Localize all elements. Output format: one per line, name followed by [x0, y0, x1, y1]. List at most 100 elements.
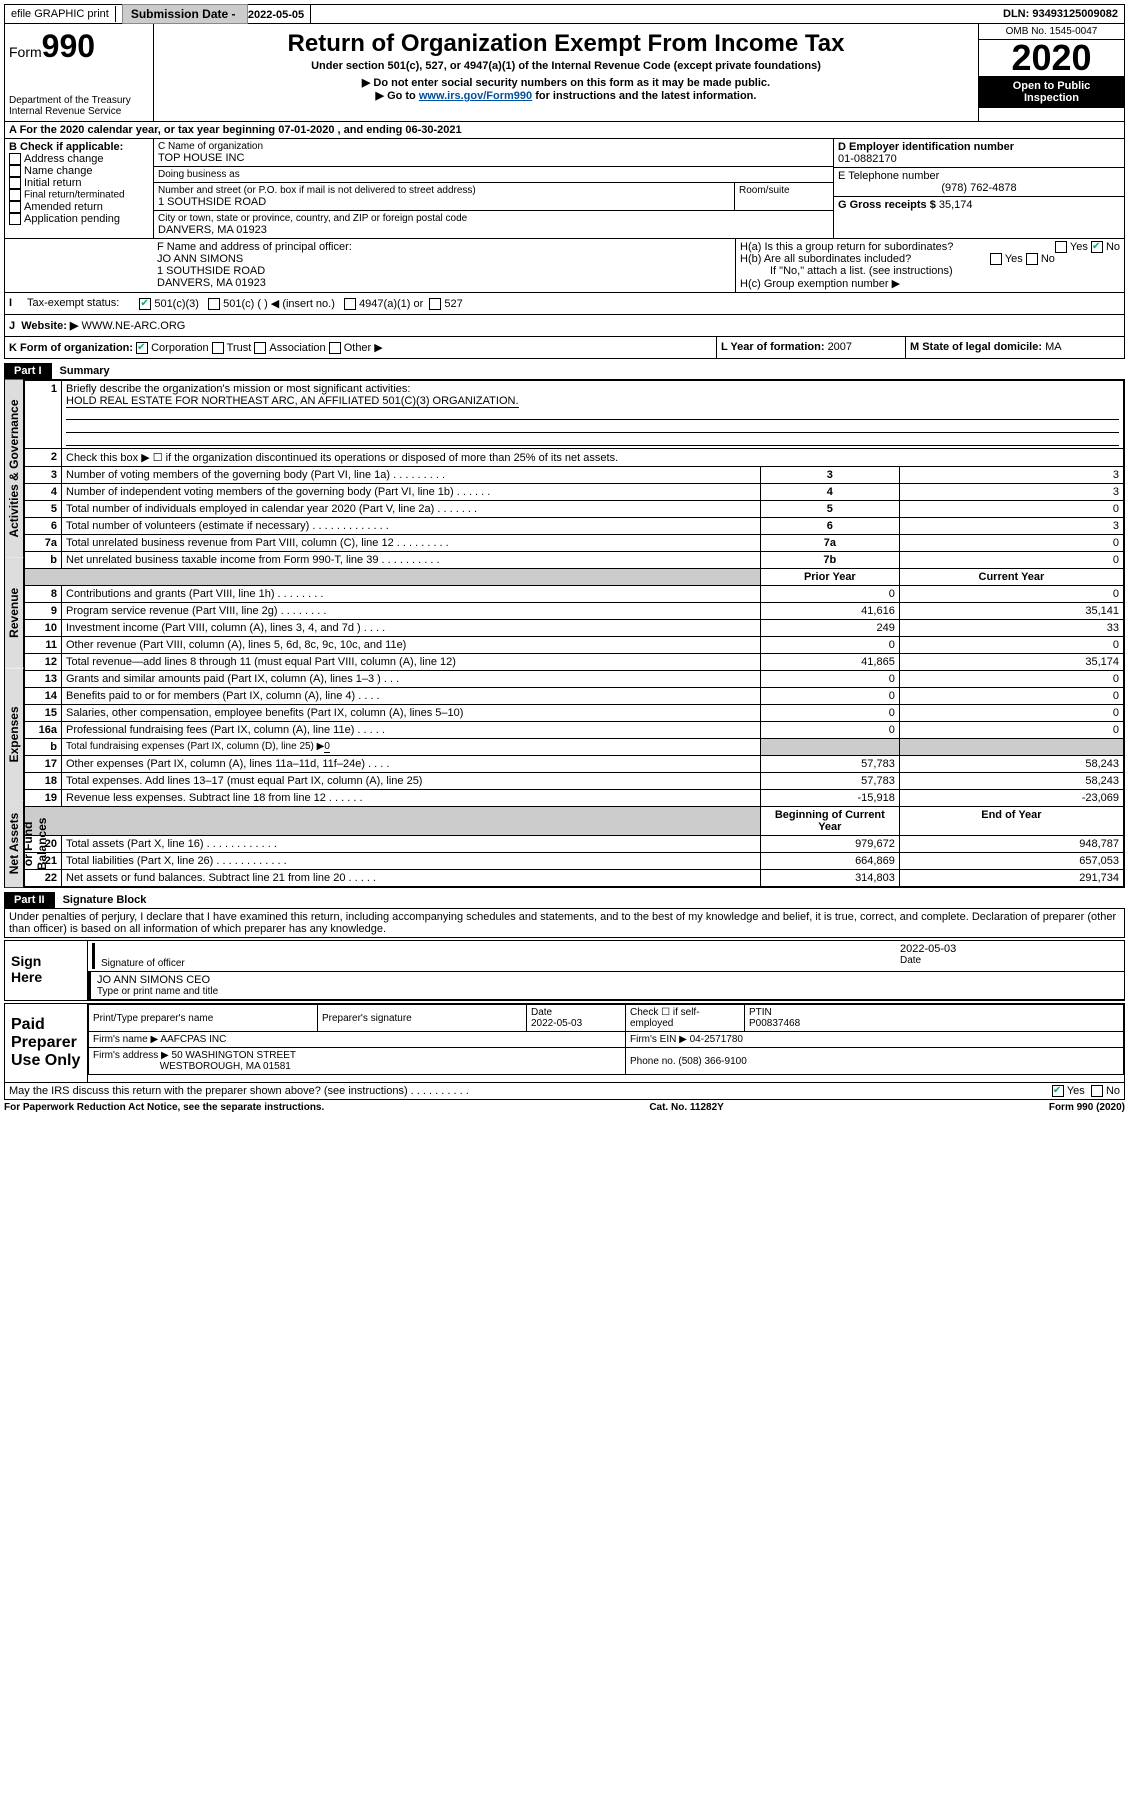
cb-hb-yes[interactable] [990, 253, 1002, 265]
c21: 657,053 [899, 853, 1123, 870]
dln-value: 93493125009082 [1032, 8, 1118, 20]
firm-phone-label: Phone no. [630, 1056, 678, 1067]
l16a: Professional fundraising fees (Part IX, … [62, 722, 761, 739]
cb-address[interactable] [9, 153, 21, 165]
l22: Net assets or fund balances. Subtract li… [62, 870, 761, 887]
form990-link[interactable]: www.irs.gov/Form990 [419, 90, 532, 102]
preparer-table: Print/Type preparer's name Preparer's si… [88, 1004, 1124, 1075]
part1-tab: Part I [4, 363, 52, 379]
period-start: 07-01-2020 [278, 124, 334, 136]
p16a: 0 [760, 722, 899, 739]
c11: 0 [899, 637, 1123, 654]
city-value: DANVERS, MA 01923 [158, 224, 829, 236]
footer-mid: Cat. No. 11282Y [649, 1102, 723, 1113]
k-other: Other ▶ [344, 342, 383, 354]
p10: 249 [760, 620, 899, 637]
l12: Total revenue—add lines 8 through 11 (mu… [62, 654, 761, 671]
prep-sig-h: Preparer's signature [318, 1005, 527, 1032]
cb-discuss-yes[interactable] [1052, 1085, 1064, 1097]
cb-assoc[interactable] [254, 342, 266, 354]
cb-pending[interactable] [9, 213, 21, 225]
l16b-pre: Total fundraising expenses (Part IX, col… [66, 741, 324, 752]
cb-initial[interactable] [9, 177, 21, 189]
declaration: Under penalties of perjury, I declare th… [4, 908, 1125, 938]
note2-post: for instructions and the latest informat… [532, 90, 756, 102]
l2: Check this box ▶ ☐ if the organization d… [62, 449, 1124, 467]
p22: 314,803 [760, 870, 899, 887]
cb-501c3[interactable] [139, 298, 151, 310]
efile-label: efile GRAPHIC print [5, 6, 116, 22]
discuss-yes: Yes [1067, 1085, 1085, 1097]
opt-address: Address change [24, 153, 104, 165]
form-subtitle: Under section 501(c), 527, or 4947(a)(1)… [158, 60, 974, 72]
firm-name: AAFCPAS INC [160, 1034, 226, 1045]
j-label: Website: ▶ [21, 320, 78, 332]
c-name-label: C Name of organization [158, 141, 829, 152]
l3: Number of voting members of the governin… [62, 467, 761, 484]
form-header: Form990 Department of the Treasury Inter… [4, 24, 1125, 122]
ha-no: No [1106, 241, 1120, 253]
d-label: D Employer identification number [838, 141, 1120, 153]
k-assoc: Association [269, 342, 325, 354]
p17: 57,783 [760, 756, 899, 773]
vtab-netassets: Net Assets or Fund Balances [5, 800, 24, 887]
l6: Total number of volunteers (estimate if … [62, 518, 761, 535]
l19: Revenue less expenses. Subtract line 18 … [62, 790, 761, 807]
l4: Number of independent voting members of … [62, 484, 761, 501]
opt-amended: Amended return [24, 201, 103, 213]
ha-yes: Yes [1070, 241, 1088, 253]
cb-name[interactable] [9, 165, 21, 177]
opt-final: Final return/terminated [24, 190, 125, 201]
sign-date-label: Date [900, 955, 1120, 966]
cb-ha-yes[interactable] [1055, 241, 1067, 253]
p15: 0 [760, 705, 899, 722]
phone-value: (978) 762-4878 [838, 182, 1120, 194]
cb-501c[interactable] [208, 298, 220, 310]
part2-tab: Part II [4, 892, 55, 908]
cb-4947[interactable] [344, 298, 356, 310]
cb-amended[interactable] [9, 201, 21, 213]
c9: 35,141 [899, 603, 1123, 620]
b-label: B Check if applicable: [9, 141, 149, 153]
firm-label: Firm's name ▶ [93, 1034, 158, 1045]
submission-date: 2022-05-05 [248, 9, 304, 21]
p18: 57,783 [760, 773, 899, 790]
opt-pending: Application pending [24, 213, 120, 225]
m-value: MA [1045, 341, 1062, 353]
note2-pre: ▶ Go to [376, 90, 419, 102]
l7b: Net unrelated business taxable income fr… [62, 552, 761, 569]
submission-button[interactable]: Submission Date - [122, 4, 248, 24]
i-label: Tax-exempt status: [27, 297, 119, 310]
v7b: 0 [899, 552, 1123, 569]
cb-hb-no[interactable] [1026, 253, 1038, 265]
vtab-revenue: Revenue [5, 558, 24, 668]
l14: Benefits paid to or for members (Part IX… [62, 688, 761, 705]
p19: -15,918 [760, 790, 899, 807]
l11: Other revenue (Part VIII, column (A), li… [62, 637, 761, 654]
g-label: G Gross receipts $ [838, 199, 939, 211]
cb-final[interactable] [9, 189, 21, 201]
cb-527[interactable] [429, 298, 441, 310]
p12: 41,865 [760, 654, 899, 671]
part2-header: Part II Signature Block [4, 892, 1125, 908]
city-label: City or town, state or province, country… [158, 213, 829, 224]
cb-other[interactable] [329, 342, 341, 354]
p11: 0 [760, 637, 899, 654]
i-527: 527 [444, 298, 462, 310]
v4: 3 [899, 484, 1123, 501]
cb-discuss-no[interactable] [1091, 1085, 1103, 1097]
sign-date: 2022-05-03 [900, 943, 1120, 955]
l18: Total expenses. Add lines 13–17 (must eq… [62, 773, 761, 790]
c15: 0 [899, 705, 1123, 722]
paid-preparer-label: PaidPreparerUse Only [5, 1004, 88, 1082]
e-label: E Telephone number [838, 170, 1120, 182]
m-label: M State of legal domicile: [910, 341, 1045, 353]
vtab-governance: Activities & Governance [5, 380, 24, 558]
p20: 979,672 [760, 836, 899, 853]
form-number: 990 [42, 28, 95, 64]
cb-trust[interactable] [212, 342, 224, 354]
cb-corp[interactable] [136, 342, 148, 354]
section-fh: F Name and address of principal officer:… [4, 239, 1125, 293]
cb-ha-no[interactable] [1091, 241, 1103, 253]
form-title: Return of Organization Exempt From Incom… [158, 30, 974, 58]
